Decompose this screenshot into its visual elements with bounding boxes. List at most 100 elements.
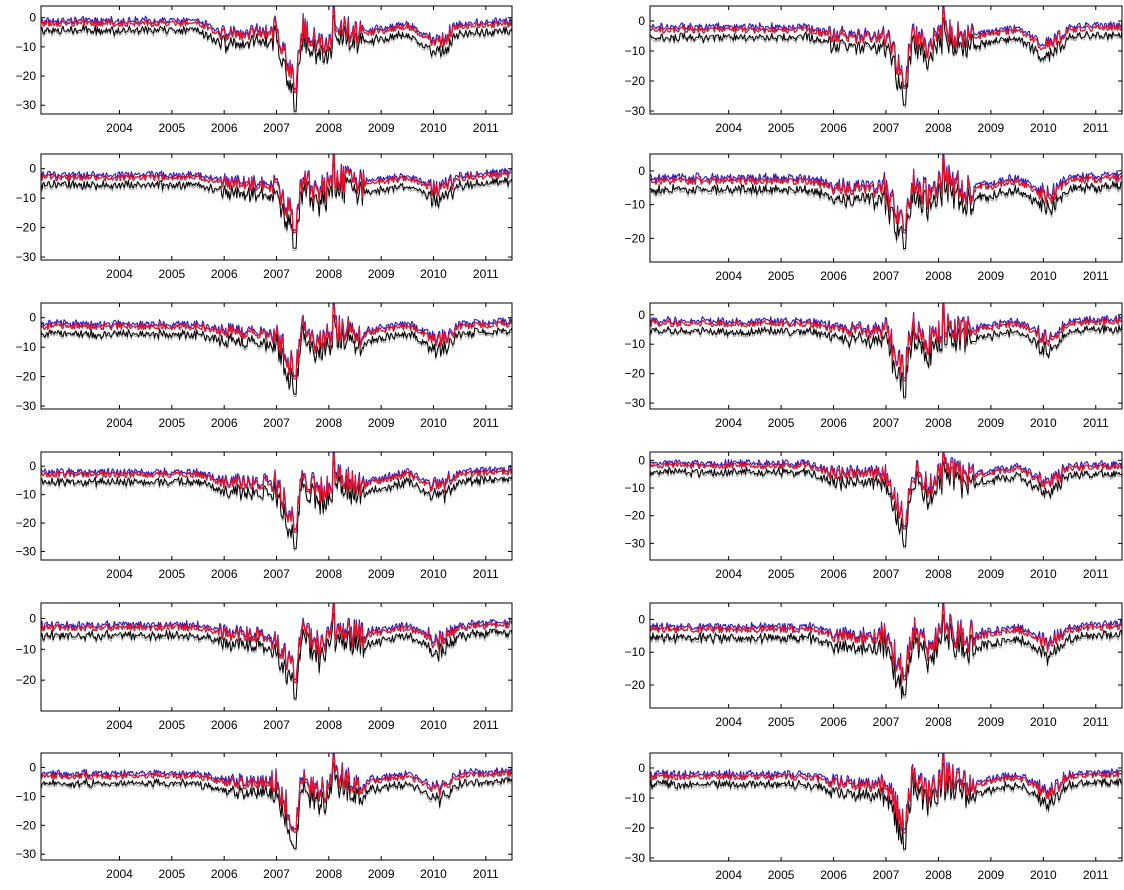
estimate-line	[41, 8, 512, 94]
x-tick-label: 2011	[473, 867, 499, 881]
x-tick-label: 2011	[473, 121, 499, 135]
x-tick-label: 2009	[368, 867, 395, 881]
x-tick-label: 2011	[473, 416, 499, 430]
band-lower-line	[650, 19, 1122, 109]
x-tick-label: 2004	[715, 269, 742, 283]
y-tick-label: −20	[16, 370, 37, 384]
x-tick-label: 2010	[1030, 121, 1057, 135]
estimate-line	[650, 303, 1122, 382]
x-tick-label: 2010	[1030, 269, 1057, 283]
estimate-line	[41, 454, 512, 533]
x-tick-label: 2006	[820, 121, 847, 135]
x-tick-label: 2009	[368, 718, 395, 732]
x-tick-label: 2011	[1083, 868, 1109, 882]
x-tick-label: 2004	[715, 715, 742, 729]
x-tick-label: 2005	[768, 269, 795, 283]
y-tick-label: −10	[625, 44, 646, 58]
y-tick-label: −30	[16, 544, 37, 558]
x-tick-label: 2008	[315, 121, 342, 135]
y-tick-label: 0	[29, 11, 36, 25]
y-tick-label: 0	[638, 612, 645, 626]
y-tick-label: −10	[625, 645, 646, 659]
x-tick-label: 2009	[368, 121, 395, 135]
x-tick-label: 2009	[978, 269, 1005, 283]
x-tick-label: 2006	[211, 718, 238, 732]
chart-panel-r6c1: 0 −10 −20 −30 2004 2005 2006 2007 2008 2009 2010 20…	[1, 751, 514, 886]
x-tick-label: 2007	[873, 269, 900, 283]
x-tick-label: 2010	[420, 718, 447, 732]
y-tick-label: −20	[625, 678, 646, 692]
x-tick-label: 2011	[1083, 269, 1109, 283]
y-tick-label: −10	[16, 789, 37, 803]
estimate-line	[41, 305, 512, 380]
x-tick-label: 2005	[158, 416, 185, 430]
x-tick-label: 2010	[1030, 416, 1057, 430]
lower-line	[41, 314, 512, 395]
y-tick-label: −30	[625, 851, 646, 865]
lower-line	[41, 460, 512, 550]
x-tick-label: 2008	[315, 267, 342, 281]
x-tick-label: 2008	[925, 868, 952, 882]
x-tick-label: 2005	[158, 567, 185, 581]
band-lower-line	[41, 463, 512, 552]
estimate-line	[41, 603, 512, 684]
chart-panel-r4c2: 0 −10 −20 −30 2004 2005 2006 2007 2008 2009 2010 20…	[610, 450, 1124, 586]
x-tick-label: 2005	[768, 121, 795, 135]
x-tick-label: 2010	[420, 567, 447, 581]
x-tick-label: 2005	[768, 567, 795, 581]
chart-panel-r6c2: 0 −10 −20 −30 2004 2005 2006 2007 2008 2009 2010 20…	[610, 751, 1124, 887]
x-tick-label: 2006	[820, 416, 847, 430]
x-tick-label: 2007	[263, 867, 290, 881]
x-tick-label: 2007	[873, 121, 900, 135]
x-tick-label: 2006	[211, 121, 238, 135]
y-tick-label: −10	[625, 337, 646, 351]
chart-svg: 0 −10 −20 −30 2004 2005 2006 2007 2008 2009 2010 20…	[625, 451, 1123, 581]
x-tick-label: 2006	[211, 567, 238, 581]
x-tick-label: 2004	[106, 416, 133, 430]
chart-panel-r1c2: 0 −10 −20 −30 2004 2005 2006 2007 2008 2009 2010 20…	[610, 4, 1124, 140]
y-tick-label: 0	[29, 760, 36, 774]
y-tick-label: −20	[625, 74, 646, 88]
axes-box	[40, 153, 513, 261]
x-tick-label: 2006	[820, 715, 847, 729]
x-tick-label: 2005	[158, 121, 185, 135]
x-tick-label: 2009	[978, 567, 1005, 581]
axes-box	[649, 752, 1123, 862]
x-tick-label: 2010	[420, 416, 447, 430]
x-tick-label: 2005	[768, 416, 795, 430]
x-tick-label: 2007	[873, 567, 900, 581]
chart-panel-r5c2: 0 −10 −20 2004 2005 2006 2007 2008 2009 2010 2011	[610, 601, 1124, 734]
chart-panel-r2c1: 0 −10 −20 −30 2004 2005 2006 2007 2008 2009 2010 20…	[1, 152, 514, 286]
chart-svg: 0 −10 −20 2004 2005 2006 2007 2008 2009 2010 2011	[625, 602, 1123, 729]
y-tick-label: −30	[625, 104, 646, 118]
x-tick-label: 2006	[211, 267, 238, 281]
x-tick-label: 2009	[368, 567, 395, 581]
axes-box	[649, 5, 1123, 115]
x-tick-label: 2011	[473, 718, 499, 732]
chart-panel-r1c1: 0 −10 −20 −30 2004 2005 2006 2007 2008 2009 2010 20…	[1, 4, 514, 140]
chart-svg: 0 −10 −20 −30 2004 2005 2006 2007 2008 2009 2010 20…	[16, 302, 513, 430]
estimate-line	[41, 755, 512, 833]
x-tick-label: 2008	[315, 567, 342, 581]
band-lower-line	[41, 614, 512, 701]
x-tick-label: 2011	[473, 267, 499, 281]
x-tick-label: 2005	[768, 868, 795, 882]
y-tick-label: −10	[16, 488, 37, 502]
band-lower-line	[650, 764, 1122, 852]
x-tick-label: 2011	[1083, 715, 1109, 729]
y-tick-label: −10	[16, 340, 37, 354]
y-tick-label: 0	[638, 14, 645, 28]
estimate-line	[650, 156, 1122, 234]
x-tick-label: 2009	[978, 416, 1005, 430]
x-tick-label: 2011	[1083, 121, 1109, 135]
x-tick-label: 2009	[978, 868, 1005, 882]
x-tick-label: 2007	[263, 267, 290, 281]
estimate-line	[650, 755, 1122, 834]
lower-line	[650, 762, 1122, 850]
y-tick-label: −30	[16, 250, 37, 264]
estimate-line	[650, 605, 1122, 685]
y-tick-label: 0	[638, 164, 645, 178]
x-tick-label: 2005	[768, 715, 795, 729]
chart-svg: 0 −10 −20 −30 2004 2005 2006 2007 2008 2009 2010 20…	[16, 153, 513, 281]
chart-panel-r4c1: 0 −10 −20 −30 2004 2005 2006 2007 2008 2009 2010 20…	[1, 450, 514, 586]
